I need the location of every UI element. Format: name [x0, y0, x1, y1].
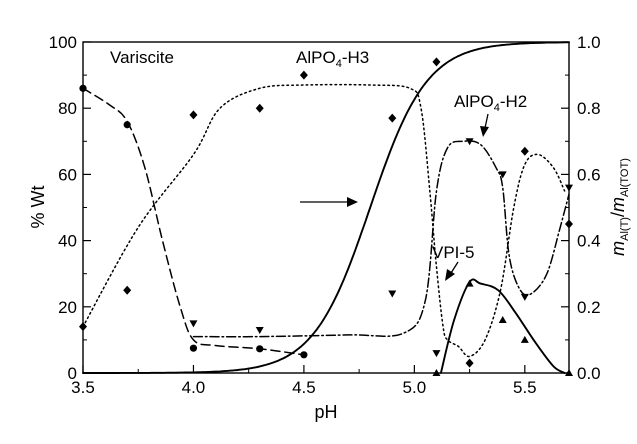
vpi5-curve: [439, 278, 566, 374]
right-axis-arrow-head: [347, 197, 358, 207]
alpo4-h3-sub: 4: [336, 58, 342, 70]
alpo4-h3-main: AlPO: [296, 48, 336, 67]
alpo4-h2-rest: -H2: [500, 92, 527, 111]
alpo4-h2-sub: 4: [494, 102, 500, 114]
y-left-tick-label: 20: [58, 298, 77, 317]
alpo4-h2-point: [432, 350, 441, 358]
y-right-title-sep: /: [608, 212, 628, 217]
vpi5-point: [498, 316, 507, 324]
vpi5-point: [465, 279, 474, 287]
y-right-tick-label: 1.0: [577, 33, 601, 52]
variscite-point: [256, 345, 264, 353]
y-right-tick-label: 0.4: [577, 232, 601, 251]
alpo4-h2-point: [388, 290, 397, 298]
alpo4-h2-point: [498, 171, 507, 179]
alpo4-h3-point: [299, 70, 308, 80]
alpo4-h3-point: [432, 57, 441, 67]
alpo4-h3-point: [565, 219, 573, 229]
alpo4-h3-point: [255, 103, 264, 113]
x-axis-title: pH: [314, 402, 337, 422]
annotation-arrows: [300, 113, 489, 281]
x-tick-label: 3.5: [71, 378, 95, 397]
variscite-point: [300, 351, 308, 359]
variscite-point: [79, 84, 87, 92]
y-left-tick-label: 60: [58, 165, 77, 184]
y-right-tick-label: 0.6: [577, 165, 601, 184]
vpi5-arrow-head: [445, 269, 455, 281]
alpo4-h3-point: [79, 322, 87, 332]
y-right-axis-title: mAl(T)/mAl(TOT): [608, 158, 631, 256]
annotation-alpo4-h3: AlPO4-H3: [296, 48, 369, 70]
x-tick-label: 5.5: [513, 378, 537, 397]
y-left-tick-label: 40: [58, 232, 77, 251]
alpo4-h2-point: [189, 320, 198, 328]
variscite-point: [189, 344, 198, 352]
alpo4-h2-curve: [192, 140, 570, 338]
y-right-tick-label: 0.2: [577, 298, 601, 317]
alpo4-h3-point: [123, 285, 132, 295]
y-left-tick-label: 80: [58, 99, 77, 118]
alpo4-h3-rest: -H3: [342, 48, 369, 67]
vpi5-arrow-shaft: [450, 261, 459, 274]
y-right-tick-label: 0.0: [577, 364, 601, 383]
alpo4-h2-arrow-shaft: [484, 113, 489, 129]
variscite-curve: [82, 87, 305, 356]
alpo4-h3-point: [189, 110, 198, 120]
vpi5-point: [565, 369, 573, 376]
series-curves: [82, 41, 570, 374]
y-left-axis-title: % Wt: [28, 186, 48, 229]
y-right-title-sub1: Al(T): [619, 217, 631, 241]
alpo4-h2-point: [565, 184, 573, 192]
series-markers: [79, 57, 573, 376]
annotation-variscite: Variscite: [110, 48, 174, 67]
x-tick-label: 4.0: [182, 378, 206, 397]
alpo4-h2-arrow-head: [480, 126, 489, 137]
vpi5-point: [520, 335, 529, 343]
alpo4-h3-point: [388, 113, 397, 123]
al-fraction-curve: [82, 41, 570, 374]
variscite-point: [123, 121, 131, 129]
vpi5-point: [432, 369, 441, 376]
alpo4-h3-point: [465, 358, 474, 368]
alpo4-h2-point: [520, 293, 529, 301]
alpo4-h3-point: [520, 146, 529, 156]
annotation-alpo4-h2: AlPO4-H2: [454, 92, 527, 114]
alpo4-h3-curve: [82, 83, 566, 358]
y-left-tick-label: 100: [49, 33, 77, 52]
y-right-tick-label: 0.8: [577, 99, 601, 118]
y-right-title-m2: m: [608, 197, 628, 212]
axis-tick-labels: 3.5 4.0 4.5 5.0 5.5 0 20 40 60 80 100 0.0 0.2 0.4 0.6 0…: [49, 33, 601, 397]
alpo4-h2-point: [255, 326, 264, 334]
y-right-title-sub2: Al(TOT): [619, 158, 631, 197]
y-left-tick-label: 0: [68, 364, 77, 383]
annotation-vpi5: VPI-5: [432, 243, 475, 262]
x-tick-label: 4.5: [292, 378, 316, 397]
y-right-title-m1: m: [608, 241, 628, 256]
alpo4-h2-point: [465, 138, 474, 146]
alpo4-h2-main: AlPO: [454, 92, 494, 111]
x-tick-label: 5.0: [403, 378, 427, 397]
